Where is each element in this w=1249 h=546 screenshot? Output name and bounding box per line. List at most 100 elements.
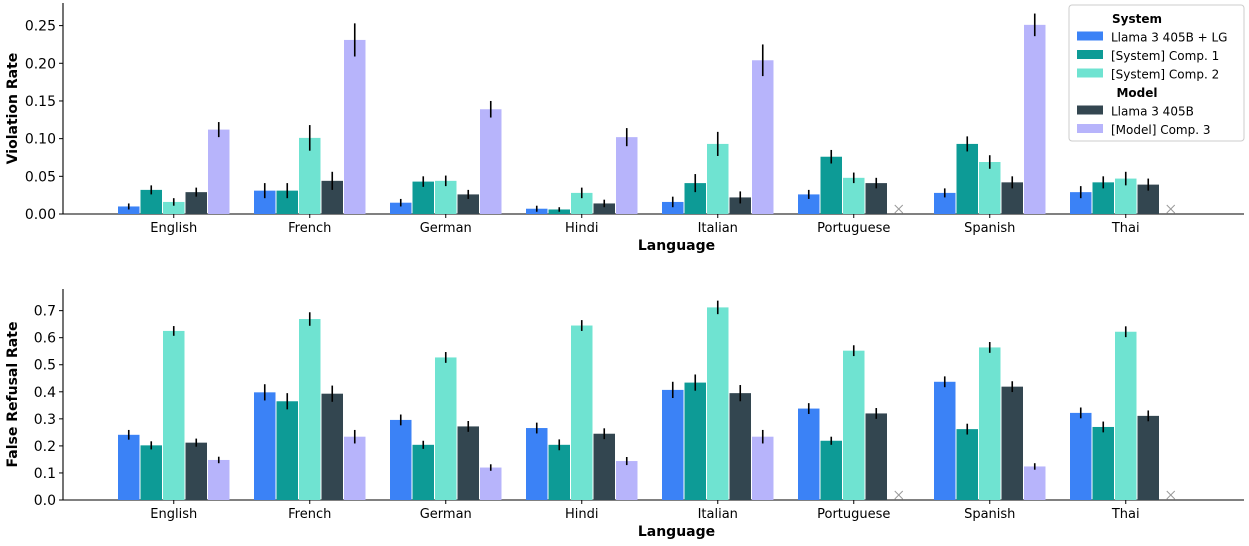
bar	[662, 201, 684, 214]
x-tick-label: Portuguese	[817, 507, 890, 522]
bar	[390, 202, 412, 214]
x-axis-label: Language	[638, 238, 715, 254]
legend-item-label: Llama 3 405B + LG	[1111, 31, 1227, 45]
y-tick-label: 0.5	[34, 358, 56, 374]
legend-group-title: System	[1112, 12, 1162, 26]
x-tick-label: Thai	[1111, 507, 1140, 522]
bar	[1137, 184, 1159, 214]
x-tick-label: Hindi	[565, 221, 599, 236]
bar	[1092, 182, 1114, 214]
bar	[118, 434, 140, 500]
bar	[979, 162, 1001, 214]
bar	[321, 393, 343, 500]
bar	[729, 393, 751, 500]
bar	[707, 143, 729, 214]
bar	[208, 459, 230, 500]
bar	[934, 192, 956, 214]
x-axis-label: Language	[638, 524, 715, 540]
x-tick-label: Italian	[698, 221, 738, 236]
bar	[1070, 412, 1092, 500]
x-tick-label: Spanish	[964, 221, 1015, 236]
bar	[548, 444, 570, 500]
bar	[1092, 426, 1114, 500]
bar	[798, 408, 820, 500]
bar	[435, 357, 457, 500]
x-tick-label: English	[150, 507, 197, 522]
x-tick-label: German	[420, 507, 472, 522]
bar	[480, 467, 502, 500]
bar	[752, 60, 774, 215]
violation-rate-panel: 0.00 0.05 0.10 0.15 0.20 0.25 Violation Rate La…	[5, 3, 1244, 254]
bar	[593, 203, 615, 214]
bar	[820, 440, 842, 500]
bar	[412, 181, 434, 214]
bar	[820, 156, 842, 214]
bar	[1115, 178, 1137, 214]
missing-marker-stroke	[894, 490, 904, 500]
bar	[163, 330, 185, 500]
legend-swatch	[1077, 50, 1103, 59]
bar	[662, 389, 684, 500]
x-tick-label: English	[150, 221, 197, 236]
bar	[1115, 331, 1137, 500]
bar	[684, 382, 706, 500]
bar	[208, 129, 230, 214]
bar	[185, 192, 207, 214]
bar	[254, 392, 276, 500]
bar	[843, 350, 865, 500]
missing-marker	[894, 204, 904, 214]
x-tick-label: German	[420, 221, 472, 236]
bar	[526, 428, 548, 500]
bar	[185, 442, 207, 500]
bar	[1137, 415, 1159, 500]
x-tick-label: French	[288, 507, 331, 522]
x-tick-label: French	[288, 221, 331, 236]
bar	[254, 190, 276, 214]
bar	[457, 426, 479, 500]
bar	[1001, 182, 1023, 214]
missing-marker	[1166, 490, 1176, 500]
x-tick-label: Portuguese	[817, 221, 890, 236]
bar	[276, 401, 298, 500]
bar	[571, 325, 593, 500]
x-tick-label: Hindi	[565, 507, 599, 522]
legend-swatch	[1077, 124, 1103, 133]
bar	[979, 347, 1001, 500]
bar	[684, 183, 706, 214]
bar	[865, 413, 887, 500]
legend-item-label: [System] Comp. 1	[1111, 49, 1219, 63]
bar	[843, 177, 865, 214]
bar	[276, 190, 298, 214]
y-tick-label: 0.05	[25, 169, 56, 185]
bar	[616, 137, 638, 214]
y-tick-label: 0.1	[34, 466, 56, 482]
y-tick-label: 0.10	[25, 132, 56, 148]
bar	[1001, 386, 1023, 500]
legend-box	[1068, 4, 1245, 142]
bar	[480, 109, 502, 214]
legend-group-title: Model	[1116, 86, 1157, 100]
legend-item-label: Llama 3 405B	[1111, 105, 1194, 119]
y-tick-label: 0.20	[25, 56, 56, 72]
bar	[299, 137, 321, 214]
bar	[934, 381, 956, 500]
legend-item-label: [System] Comp. 2	[1111, 68, 1219, 82]
bar	[140, 189, 162, 214]
bar	[707, 307, 729, 500]
y-axis-label: False Refusal Rate	[5, 322, 21, 468]
bar	[1024, 24, 1046, 214]
bar	[140, 445, 162, 500]
missing-marker-stroke	[1166, 204, 1176, 214]
y-tick-label: 0.3	[34, 412, 56, 428]
x-tick-label: Thai	[1111, 221, 1140, 236]
missing-marker	[894, 490, 904, 500]
bar	[457, 194, 479, 214]
x-tick-label: Italian	[698, 507, 738, 522]
y-tick-label: 0.6	[34, 331, 56, 347]
bar	[571, 192, 593, 214]
bar	[752, 436, 774, 500]
y-tick-label: 0.4	[34, 385, 56, 401]
bar	[435, 180, 457, 214]
bar	[412, 444, 434, 500]
